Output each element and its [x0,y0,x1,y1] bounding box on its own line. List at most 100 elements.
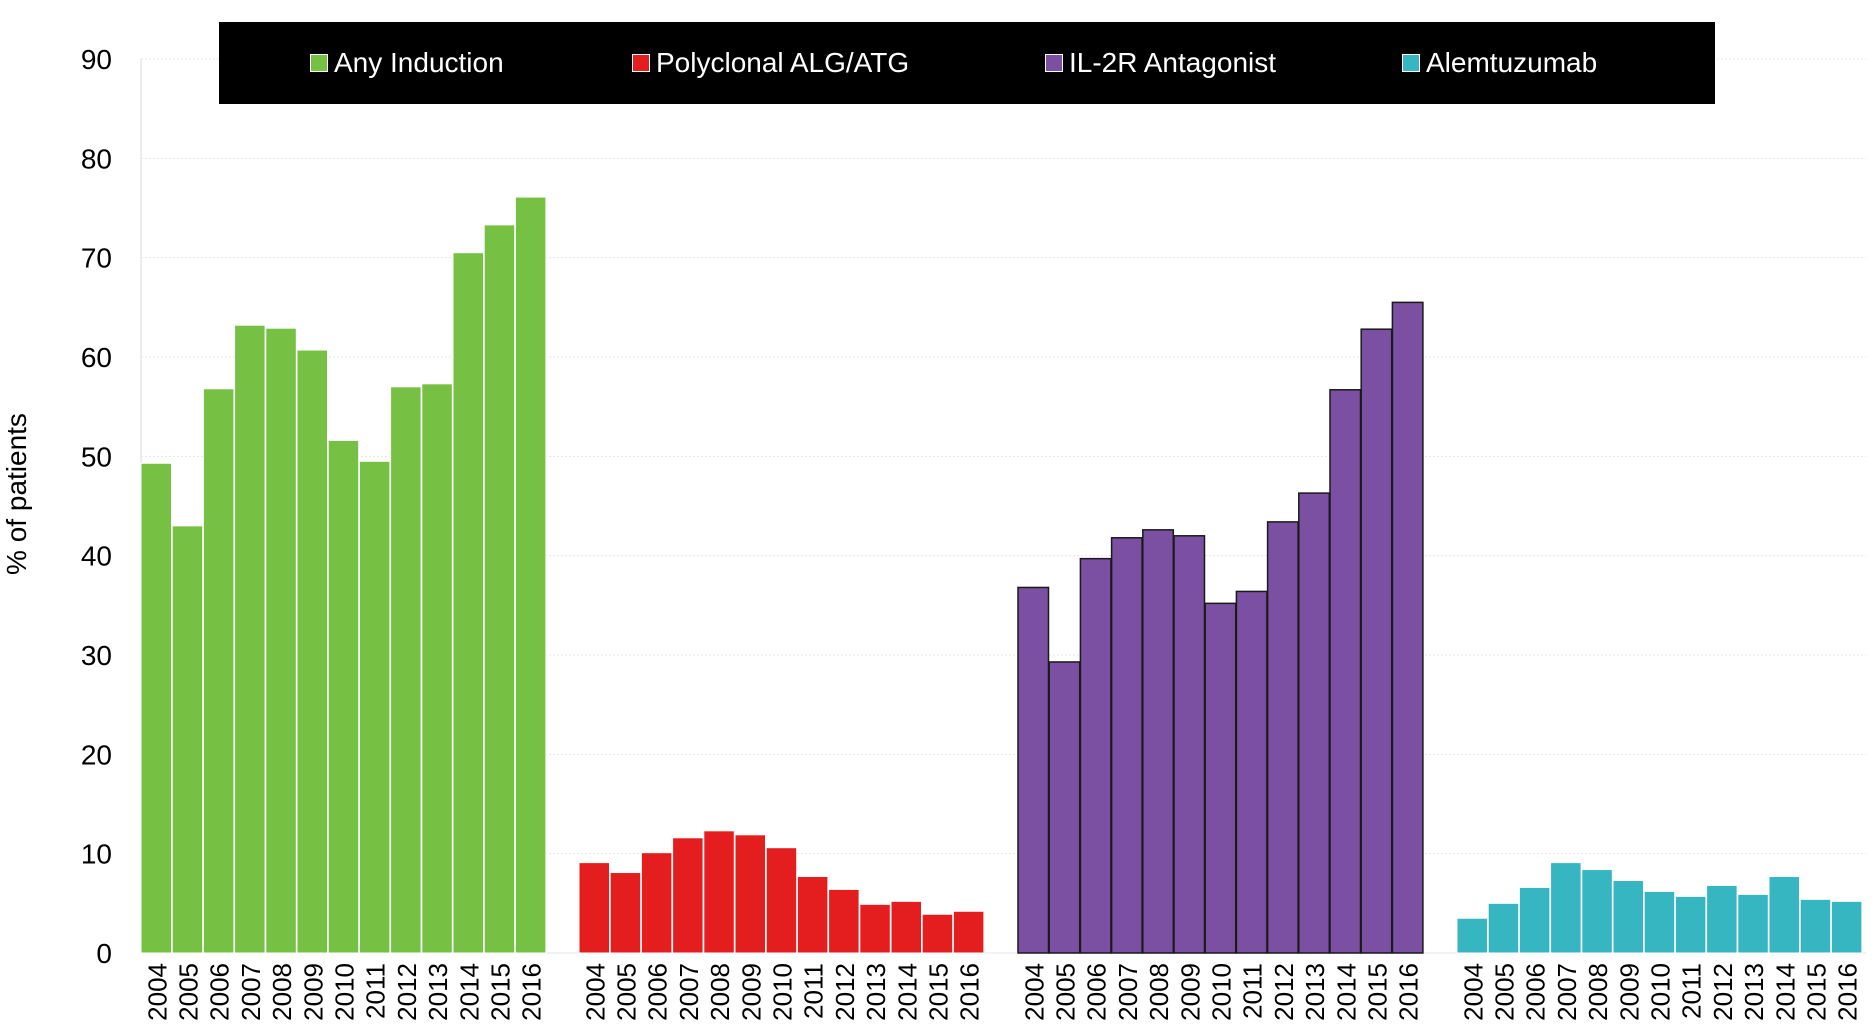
legend-item-any-induction: Any Induction [310,22,504,104]
bar [765,847,798,954]
y-tick-label: 60 [81,342,112,373]
x-tick-label: 2004 [1019,963,1049,1021]
bars-layer [140,196,1863,954]
x-tick-label: 2012 [830,963,860,1021]
bar [1235,590,1268,954]
x-tick-label: 2016 [517,963,547,1021]
x-tick-label: 2005 [1489,963,1519,1021]
x-tick-label: 2006 [1521,963,1551,1021]
bar [358,460,391,954]
y-tick-label: 40 [81,541,112,572]
bar [1674,895,1707,954]
bar [1799,898,1832,954]
y-axis-label: % of patients [1,413,32,575]
legend-label: Any Induction [334,47,504,78]
bar [578,862,610,954]
legend-label: Polyclonal ALG/ATG [656,47,910,78]
legend-label: IL-2R Antagonist [1069,47,1277,78]
bar [1706,884,1738,954]
bar [296,349,328,954]
y-tick-label: 50 [81,441,112,472]
x-tick-label: 2016 [1394,963,1424,1021]
bar [1768,876,1800,954]
y-tick-label: 0 [96,938,112,969]
bar [703,830,735,954]
x-tick-label: 2005 [611,963,641,1021]
bar [1142,529,1175,954]
x-tick-label: 2008 [1583,963,1613,1021]
x-tick-label: 2008 [1144,963,1174,1021]
x-tick-label: 2008 [705,963,735,1021]
bar [672,837,704,954]
legend-swatch [632,54,650,72]
x-tick-label: 2012 [1708,963,1738,1021]
x-tick-label: 2004 [142,963,172,1021]
bar [1391,301,1424,954]
x-tick-label: 2008 [267,963,297,1021]
bar [1581,869,1613,954]
legend-swatch [1402,54,1420,72]
bar [859,903,891,954]
legend: Any Induction Polyclonal ALG/ATG IL-2R A… [219,22,1715,104]
bar [1110,537,1143,954]
x-tick-label: 2011 [1238,963,1268,1019]
x-tick-label: 2013 [1739,963,1769,1021]
x-tick-label: 2013 [1300,963,1330,1021]
x-tick-label: 2015 [923,963,953,1021]
x-tick-label: 2010 [1206,963,1236,1021]
x-tick-label: 2011 [799,963,829,1019]
x-tick-label: 2015 [1801,963,1831,1021]
x-tick-label: 2016 [955,963,985,1021]
bar [796,876,829,954]
bar [1612,879,1644,954]
bar [734,834,766,954]
bar [1048,661,1081,954]
bar [1487,902,1520,954]
y-tick-label: 10 [81,839,112,870]
legend-swatch [1045,54,1063,72]
bar [1298,492,1331,954]
bar [890,900,922,954]
bar [327,439,360,954]
bar [171,525,204,954]
x-tick-label: 2009 [1175,963,1205,1021]
x-tick-label: 2007 [1552,963,1582,1021]
bar [1550,862,1582,954]
x-tick-label: 2016 [1833,963,1863,1021]
bar [1518,886,1551,954]
x-tick-label: 2014 [1770,963,1800,1021]
bar [921,913,954,954]
bar [234,324,266,954]
x-tick-label: 2010 [767,963,797,1021]
y-tick-label: 80 [81,143,112,174]
x-tick-label: 2011 [361,963,391,1019]
legend-swatch [310,54,328,72]
bar [202,388,235,954]
bar [828,888,860,954]
x-tick-label: 2004 [1458,963,1488,1021]
x-tick-label: 2009 [298,963,328,1021]
x-tick-label: 2014 [1331,963,1361,1021]
bar [140,462,172,954]
x-tick-label: 2007 [236,963,266,1021]
y-tick-label: 90 [81,44,112,75]
bar [452,252,484,954]
y-tick-label: 30 [81,640,112,671]
legend-item-alemtuzumab: Alemtuzumab [1402,22,1597,104]
y-tick-label: 20 [81,739,112,770]
x-tick-labels: 2004 2005 2006 2007 2008 2009 2010 2011 2012 2013… [142,963,1862,1021]
bar [265,327,297,954]
x-tick-label: 2005 [173,963,203,1021]
x-tick-label: 2010 [1645,963,1675,1021]
y-tick-label: 70 [81,243,112,274]
x-tick-label: 2014 [892,963,922,1021]
bar [1079,557,1112,954]
x-tick-label: 2007 [674,963,704,1021]
legend-item-polyclonal: Polyclonal ALG/ATG [632,22,909,104]
x-tick-label: 2010 [329,963,359,1021]
bar [514,196,547,954]
x-tick-label: 2006 [205,963,235,1021]
legend-label: Alemtuzumab [1426,47,1598,78]
bar [1456,917,1488,954]
